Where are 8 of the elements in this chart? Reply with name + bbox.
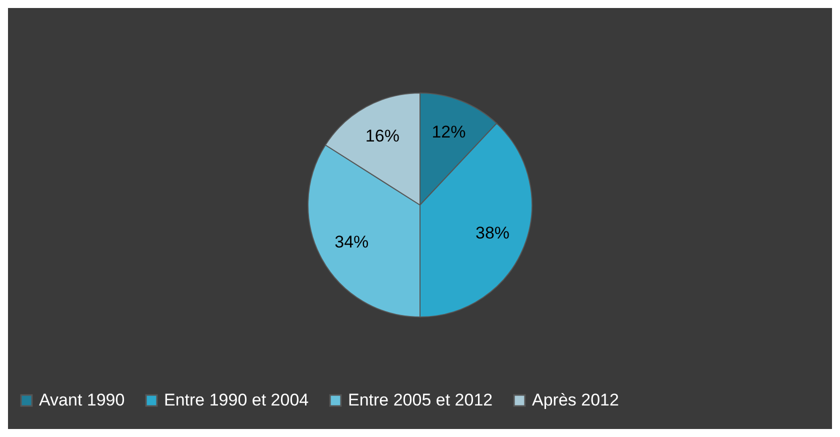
legend-label: Avant 1990 bbox=[39, 390, 125, 410]
legend-label: Entre 1990 et 2004 bbox=[164, 390, 309, 410]
data-label: 38% bbox=[476, 224, 510, 243]
data-label: 12% bbox=[432, 122, 466, 142]
legend-label: Après 2012 bbox=[532, 390, 619, 410]
data-label: 16% bbox=[365, 126, 400, 146]
data-label: 34% bbox=[334, 232, 369, 252]
legend-label: Entre 2005 et 2012 bbox=[348, 390, 493, 410]
